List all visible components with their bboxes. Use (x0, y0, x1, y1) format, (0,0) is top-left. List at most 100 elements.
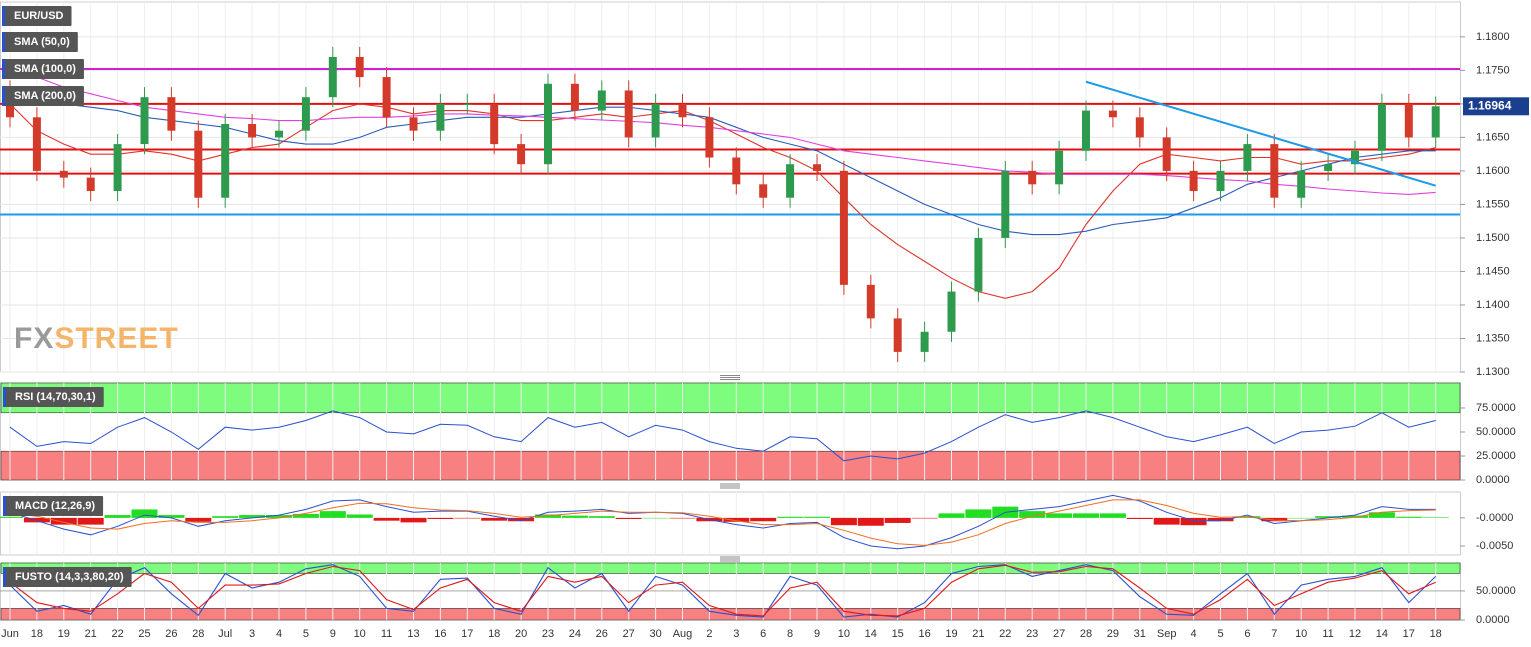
legend-box (3, 567, 132, 587)
legend-box (3, 387, 104, 407)
legend-box (3, 496, 104, 516)
x-tick-label: 27 (623, 628, 635, 640)
histogram-bar (481, 517, 508, 521)
candle-body (221, 123, 230, 198)
candle-body (32, 117, 41, 171)
x-tick-label: 18 (31, 628, 43, 640)
x-tick-label: 9 (330, 628, 336, 640)
legend-label: SMA (200,0) (14, 90, 76, 102)
watermark-street: STREET (54, 322, 178, 355)
legend-item: SMA (200,0) (2, 86, 84, 106)
histogram-bar (1180, 517, 1207, 526)
candle-body (1404, 103, 1413, 138)
histogram-bar (77, 517, 104, 525)
candle-body (517, 144, 526, 165)
candle-body (839, 170, 848, 285)
histogram-bar (239, 515, 266, 518)
x-tick-label: 10 (1295, 628, 1307, 640)
x-tick-label: 6 (1244, 628, 1250, 640)
histogram-bar (830, 517, 857, 526)
x-tick-label: 11 (381, 628, 392, 640)
legend-box (2, 32, 78, 52)
candle-body (893, 318, 902, 352)
y-tick-label: 1.1400 (1476, 299, 1510, 311)
legend-accent (3, 387, 6, 407)
histogram-bar (1099, 513, 1126, 518)
legend-accent (2, 6, 5, 26)
candle-body (1216, 170, 1225, 192)
x-tick-label: 8 (787, 628, 793, 640)
y-tick-label: 1.1350 (1476, 332, 1510, 344)
histogram-bar (911, 517, 938, 519)
x-tick-label: 14 (865, 628, 877, 640)
histogram-bar (857, 517, 884, 526)
candle-body (732, 157, 741, 185)
legend-label: EUR/USD (14, 10, 64, 22)
trend-line (1085, 80, 1436, 187)
overbought-band (0, 382, 1461, 414)
x-tick-label: 6 (760, 628, 766, 640)
x-tick-label: 23 (542, 628, 554, 640)
histogram-bar (561, 515, 588, 518)
x-tick-label: 25 (138, 628, 150, 640)
candle-body (678, 103, 687, 118)
histogram-bar (1422, 517, 1449, 518)
watermark-fx: FX (14, 322, 54, 355)
histogram-bar (1368, 512, 1395, 518)
candle-body (1055, 150, 1064, 185)
histogram-bar (23, 517, 50, 523)
x-tick-label: 19 (58, 628, 70, 640)
legend-accent (3, 567, 6, 587)
candle-body (1028, 170, 1037, 185)
histogram-bar (508, 517, 535, 522)
y-tick-label: 1.1550 (1476, 198, 1510, 210)
x-tick-label: 5 (1217, 628, 1223, 640)
histogram-bar (1207, 517, 1234, 522)
y-tick-label: 1.1750 (1476, 64, 1510, 76)
x-tick-label: 28 (192, 628, 204, 640)
x-tick-label: 22 (999, 628, 1011, 640)
legend-accent (2, 59, 5, 79)
candle-body (167, 97, 176, 131)
x-tick-label: 26 (596, 628, 608, 640)
legend-item: SMA (100,0) (2, 59, 84, 79)
histogram-bar (212, 516, 239, 518)
histogram-bar (1342, 515, 1368, 518)
overbought-band (0, 562, 1461, 574)
candle-body (490, 103, 499, 145)
histogram-bar (104, 515, 131, 518)
candle-body (436, 103, 445, 131)
histogram-bar (292, 513, 319, 518)
histogram-bar (615, 517, 642, 519)
x-tick-label: 10 (354, 628, 366, 640)
legend-label: FUSTO (14,3,3,80,20) (15, 571, 124, 583)
x-tick-label: 4 (276, 628, 282, 640)
x-tick-label: 11 (1322, 628, 1333, 640)
histogram-bar (1288, 517, 1315, 519)
y-tick-label: -0.0000 (1476, 512, 1513, 524)
histogram-bar (1019, 511, 1046, 518)
x-tick-label: 2 (706, 628, 712, 640)
candle-body (328, 56, 337, 98)
x-tick-label: 23 (1026, 628, 1038, 640)
y-tick-label: 0.0000 (1476, 474, 1510, 486)
candle-body (759, 184, 768, 198)
candle-body (301, 97, 310, 131)
histogram-bar (400, 517, 427, 523)
x-tick-label: 31 (1134, 628, 1146, 640)
candle-body (947, 291, 956, 332)
y-tick-label: 25.0000 (1476, 450, 1516, 462)
sma-line (9, 103, 1436, 299)
stoch-line (9, 564, 1436, 617)
candle-body (866, 284, 875, 319)
oversold-band (0, 450, 1461, 481)
legend-accent (3, 496, 6, 516)
rsi-line (9, 410, 1436, 462)
histogram-bar (427, 517, 454, 519)
x-tick-label: 3 (733, 628, 739, 640)
x-tick-label: 22 (111, 628, 123, 640)
legend-item: FUSTO (14,3,3,80,20) (3, 567, 132, 587)
candle-body (624, 90, 633, 138)
legend-item: MACD (12,26,9) (3, 496, 104, 516)
